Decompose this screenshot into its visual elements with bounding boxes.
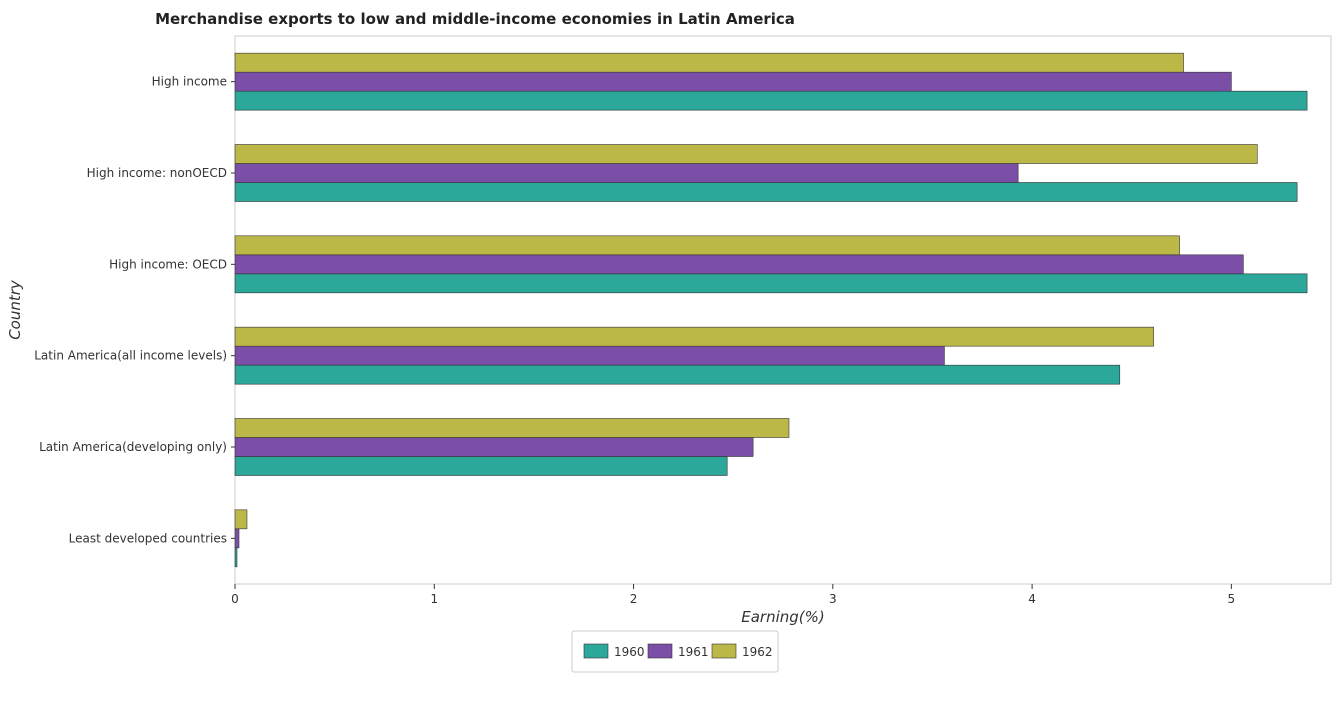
- x-tick-label: 5: [1228, 592, 1236, 606]
- bar-1961: [234, 345, 945, 366]
- x-tick-label: 1: [430, 592, 438, 606]
- legend: 1960 1961 1962: [571, 630, 779, 673]
- bar-1960: [234, 456, 728, 476]
- y-tick-label: High income: nonOECD: [87, 166, 227, 180]
- bar-1961: [234, 254, 1244, 275]
- y-tick-label: Latin America(developing only): [39, 440, 227, 454]
- legend-box: [571, 630, 779, 673]
- bar-1962: [234, 52, 1184, 73]
- legend-label-1960: 1960: [614, 645, 645, 659]
- bar-1960: [234, 364, 1121, 385]
- x-tick-label: 2: [630, 592, 638, 606]
- bar-1962: [234, 235, 1180, 256]
- bar-1960: [234, 273, 1308, 294]
- bar-1961: [234, 437, 754, 457]
- x-tick-label: 3: [829, 592, 837, 606]
- x-tick-label: 0: [231, 592, 239, 606]
- y-tick-label: High income: [152, 75, 227, 89]
- y-tick-label: Latin America(all income levels): [34, 349, 227, 363]
- bar-1962: [234, 144, 1258, 164]
- x-axis-label: Earning(%): [741, 608, 825, 626]
- legend-label-1962: 1962: [742, 645, 773, 659]
- legend-swatch-1962: [711, 643, 737, 659]
- bar-1961: [234, 528, 240, 549]
- chart-title: Merchandise exports to low and middle-in…: [155, 10, 795, 28]
- bar-1962: [234, 418, 790, 438]
- legend-swatch-1960: [583, 643, 609, 659]
- y-tick-label: High income: OECD: [109, 257, 227, 271]
- y-axis: High income High income: nonOECD High inco…: [34, 75, 235, 545]
- x-axis: 0 1 2 3 4 5: [231, 584, 1235, 606]
- y-axis-label: Country: [6, 279, 24, 340]
- bar-1961: [234, 71, 1232, 92]
- legend-swatch-1961: [647, 643, 673, 659]
- bar-1961: [234, 163, 1019, 183]
- plot-area: [234, 35, 1332, 585]
- bars-group: [234, 52, 1308, 568]
- bar-1960: [234, 547, 238, 568]
- bar-1960: [234, 182, 1298, 202]
- bar-1960: [234, 90, 1308, 111]
- x-tick-label: 4: [1028, 592, 1036, 606]
- bar-1962: [234, 509, 248, 530]
- y-tick-label: Least developed countries: [69, 531, 227, 545]
- legend-label-1961: 1961: [678, 645, 709, 659]
- bar-1962: [234, 326, 1154, 347]
